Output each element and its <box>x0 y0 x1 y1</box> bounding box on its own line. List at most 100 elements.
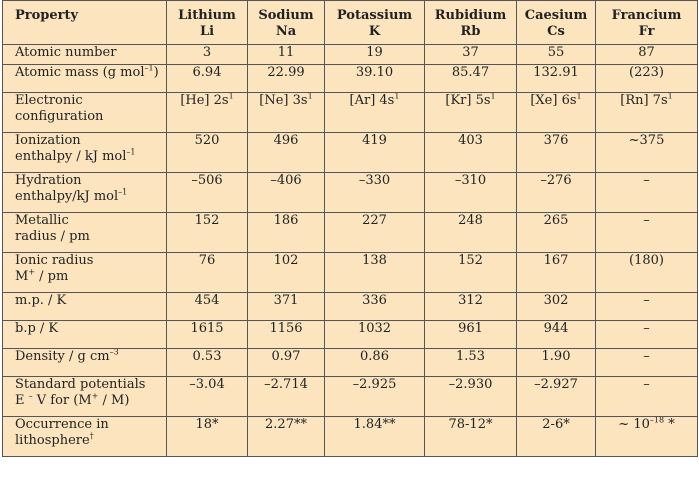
cell-value: 376 <box>516 132 596 173</box>
row-label: b.p / K <box>2 320 167 349</box>
cell-value: 1615 <box>166 320 248 349</box>
row-ionization-enthalpy: Ionization enthalpy / kJ mol–1 520 496 41… <box>2 132 698 173</box>
cell-value: 265 <box>516 212 596 253</box>
cell-value: [He] 2s1 <box>166 92 248 133</box>
header-rubidium: Rubidium Rb <box>424 0 517 45</box>
cell-value: ~ 10–18 * <box>595 416 698 457</box>
cell-value: ~375 <box>595 132 698 173</box>
cell-value: 1.90 <box>516 348 596 377</box>
cell-value: [Rn] 7s1 <box>595 92 698 133</box>
row-occurrence: Occurrence in lithosphere† 18* 2.27** 1.8… <box>2 416 698 457</box>
cell-value: [Kr] 5s1 <box>424 92 517 133</box>
row-atomic-mass: Atomic mass (g mol–1) 6.94 22.99 39.10 8… <box>2 64 698 93</box>
cell-value: 132.91 <box>516 64 596 93</box>
row-metallic-radius: Metallic radius / pm 152 186 227 248 265 … <box>2 212 698 253</box>
cell-value: –2.714 <box>247 376 325 417</box>
cell-value: 2-6* <box>516 416 596 457</box>
cell-value: –2.925 <box>324 376 425 417</box>
cell-value: 22.99 <box>247 64 325 93</box>
row-boiling-point: b.p / K 1615 1156 1032 961 944 – <box>2 320 698 349</box>
cell-value: – <box>595 376 698 417</box>
cell-value: – <box>595 212 698 253</box>
row-electronic-configuration: Electronic configuration [He] 2s1 [Ne] 3s… <box>2 92 698 133</box>
cell-value: – <box>595 292 698 321</box>
cell-value: [Xe] 6s1 <box>516 92 596 133</box>
cell-value: 454 <box>166 292 248 321</box>
row-hydration-enthalpy: Hydration enthalpy/kJ mol–1 –506 –406 –33… <box>2 172 698 213</box>
cell-value: 1032 <box>324 320 425 349</box>
cell-value: 6.94 <box>166 64 248 93</box>
row-label: Atomic number <box>2 44 167 65</box>
row-label: m.p. / K <box>2 292 167 321</box>
cell-value: 19 <box>324 44 425 65</box>
cell-value: 138 <box>324 252 425 293</box>
cell-value: –506 <box>166 172 248 213</box>
cell-value: 167 <box>516 252 596 293</box>
row-label: Electronic configuration <box>2 92 167 133</box>
cell-value: 87 <box>595 44 698 65</box>
row-label: Occurrence in lithosphere† <box>2 416 167 457</box>
cell-value: 11 <box>247 44 325 65</box>
cell-value: 152 <box>166 212 248 253</box>
row-melting-point: m.p. / K 454 371 336 312 302 – <box>2 292 698 321</box>
cell-value: 39.10 <box>324 64 425 93</box>
row-label: Atomic mass (g mol–1) <box>2 64 167 93</box>
row-label: Ionic radius M+ / pm <box>2 252 167 293</box>
header-potassium: Potassium K <box>324 0 425 45</box>
row-label: Hydration enthalpy/kJ mol–1 <box>2 172 167 213</box>
cell-value: 0.97 <box>247 348 325 377</box>
cell-value: 85.47 <box>424 64 517 93</box>
cell-value: –276 <box>516 172 596 213</box>
cell-value: 520 <box>166 132 248 173</box>
alkali-metals-properties-table: Property Lithium Li Sodium Na Potassium K R… <box>2 0 698 457</box>
row-label: Ionization enthalpy / kJ mol–1 <box>2 132 167 173</box>
row-density: Density / g cm–3 0.53 0.97 0.86 1.53 1.9… <box>2 348 698 377</box>
cell-value: 312 <box>424 292 517 321</box>
cell-value: 371 <box>247 292 325 321</box>
cell-value: 1.84** <box>324 416 425 457</box>
cell-value: –330 <box>324 172 425 213</box>
cell-value: 152 <box>424 252 517 293</box>
cell-value: 302 <box>516 292 596 321</box>
row-label: Density / g cm–3 <box>2 348 167 377</box>
cell-value: 227 <box>324 212 425 253</box>
cell-value: 336 <box>324 292 425 321</box>
header-caesium: Caesium Cs <box>516 0 596 45</box>
row-atomic-number: Atomic number 3 11 19 37 55 87 <box>2 44 698 65</box>
cell-value: 1.53 <box>424 348 517 377</box>
cell-value: 76 <box>166 252 248 293</box>
cell-value: 186 <box>247 212 325 253</box>
cell-value: 1156 <box>247 320 325 349</box>
header-francium: Francium Fr <box>595 0 698 45</box>
cell-value: –3.04 <box>166 376 248 417</box>
cell-value: 419 <box>324 132 425 173</box>
cell-value: (223) <box>595 64 698 93</box>
cell-value: –2.927 <box>516 376 596 417</box>
header-sodium: Sodium Na <box>247 0 325 45</box>
cell-value: 248 <box>424 212 517 253</box>
cell-value: (180) <box>595 252 698 293</box>
row-ionic-radius: Ionic radius M+ / pm 76 102 138 152 167 (… <box>2 252 698 293</box>
cell-value: 0.53 <box>166 348 248 377</box>
cell-value: 3 <box>166 44 248 65</box>
header-lithium: Lithium Li <box>166 0 248 45</box>
cell-value: 102 <box>247 252 325 293</box>
cell-value: –310 <box>424 172 517 213</box>
cell-value: 2.27** <box>247 416 325 457</box>
row-standard-potentials: Standard potentials E – V for (M+ / M) –3… <box>2 376 698 417</box>
cell-value: –2.930 <box>424 376 517 417</box>
cell-value: –406 <box>247 172 325 213</box>
cell-value: 18* <box>166 416 248 457</box>
cell-value: – <box>595 320 698 349</box>
cell-value: 944 <box>516 320 596 349</box>
cell-value: [Ne] 3s1 <box>247 92 325 133</box>
cell-value: – <box>595 348 698 377</box>
cell-value: 37 <box>424 44 517 65</box>
cell-value: – <box>595 172 698 213</box>
row-label: Standard potentials E – V for (M+ / M) <box>2 376 167 417</box>
cell-value: 403 <box>424 132 517 173</box>
cell-value: 78-12* <box>424 416 517 457</box>
cell-value: [Ar] 4s1 <box>324 92 425 133</box>
row-label: Metallic radius / pm <box>2 212 167 253</box>
cell-value: 961 <box>424 320 517 349</box>
